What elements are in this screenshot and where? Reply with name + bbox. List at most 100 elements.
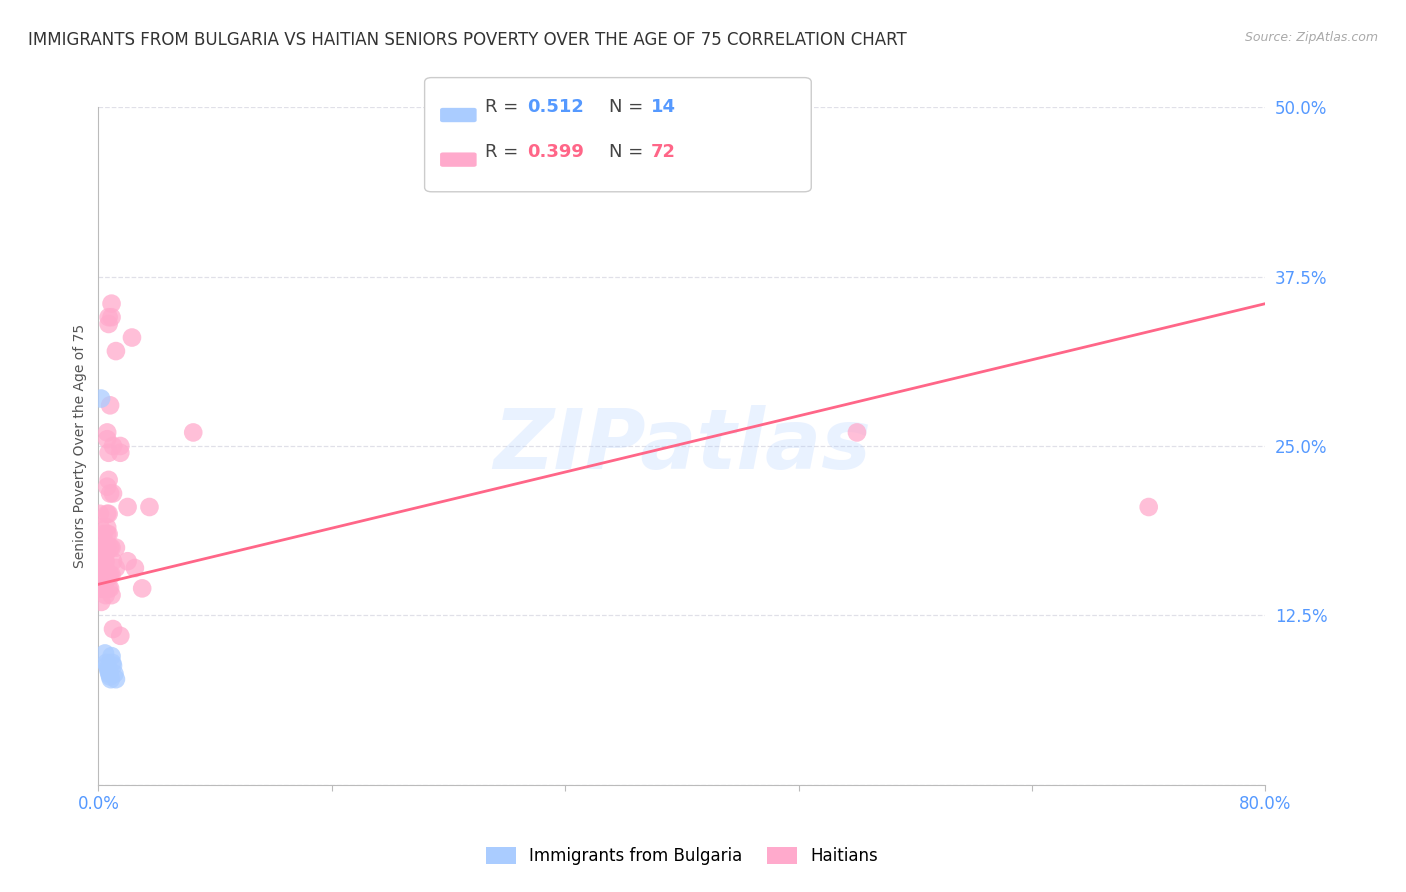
Text: 0.512: 0.512	[527, 98, 583, 116]
Point	[90, 595, 112, 609]
Point	[94, 548, 117, 562]
Point	[90, 574, 112, 589]
Text: 72: 72	[651, 143, 676, 161]
Point	[110, 629, 132, 643]
Point	[110, 439, 132, 453]
Point	[100, 310, 122, 325]
Point	[93, 554, 115, 568]
Point	[97, 582, 120, 596]
Point	[96, 527, 118, 541]
Point	[96, 520, 118, 534]
Point	[94, 647, 117, 661]
Point	[100, 296, 122, 310]
Point	[98, 486, 121, 500]
Point	[96, 432, 118, 446]
Point	[121, 330, 143, 344]
Point	[101, 486, 124, 500]
Text: ZIPatlas: ZIPatlas	[494, 406, 870, 486]
Point	[96, 541, 118, 555]
Legend: Immigrants from Bulgaria, Haitians: Immigrants from Bulgaria, Haitians	[479, 840, 884, 871]
Point	[90, 582, 112, 596]
Point	[98, 398, 121, 412]
Point	[97, 661, 120, 675]
Text: R =: R =	[485, 98, 524, 116]
Point	[104, 541, 127, 555]
Point	[96, 658, 118, 673]
Point	[89, 567, 111, 582]
Point	[97, 446, 120, 460]
Point	[93, 548, 115, 562]
Point	[91, 582, 114, 596]
Point	[110, 446, 132, 460]
Point	[90, 541, 112, 555]
Point	[90, 520, 112, 534]
Point	[94, 567, 117, 582]
Point	[93, 533, 115, 548]
Point	[97, 317, 120, 331]
Point	[97, 567, 120, 582]
Text: 14: 14	[651, 98, 676, 116]
Point	[98, 567, 121, 582]
Y-axis label: Seniors Poverty Over the Age of 75: Seniors Poverty Over the Age of 75	[73, 324, 87, 568]
Point	[91, 541, 114, 555]
Point	[101, 439, 124, 453]
Point	[94, 554, 117, 568]
Point	[124, 561, 146, 575]
Point	[94, 588, 117, 602]
Point	[100, 567, 122, 582]
Point	[101, 554, 124, 568]
Point	[138, 500, 160, 514]
Point	[181, 425, 204, 440]
Point	[104, 561, 127, 575]
Point	[103, 666, 125, 681]
Point	[97, 527, 120, 541]
Point	[97, 664, 120, 678]
Point	[97, 507, 120, 521]
Point	[117, 554, 139, 568]
Point	[98, 582, 121, 596]
Point	[96, 507, 118, 521]
Point	[94, 561, 117, 575]
Point	[100, 588, 122, 602]
Point	[100, 541, 122, 555]
Text: Source: ZipAtlas.com: Source: ZipAtlas.com	[1244, 31, 1378, 45]
Point	[89, 582, 111, 596]
Point	[94, 541, 117, 555]
Point	[91, 561, 114, 575]
Point	[91, 554, 114, 568]
Point	[93, 567, 115, 582]
Point	[131, 582, 153, 596]
Point	[93, 527, 115, 541]
Text: 0.399: 0.399	[527, 143, 583, 161]
Text: N =: N =	[609, 98, 648, 116]
Point	[96, 480, 118, 494]
Point	[94, 574, 117, 589]
Point	[93, 541, 115, 555]
Point	[846, 425, 869, 440]
Point	[104, 672, 127, 686]
Point	[96, 656, 118, 670]
Point	[117, 500, 139, 514]
Point	[97, 473, 120, 487]
Point	[90, 554, 112, 568]
Point	[91, 567, 114, 582]
Point	[90, 392, 112, 406]
Point	[100, 672, 122, 686]
Point	[96, 425, 118, 440]
Text: R =: R =	[485, 143, 524, 161]
Point	[104, 344, 127, 359]
Text: IMMIGRANTS FROM BULGARIA VS HAITIAN SENIORS POVERTY OVER THE AGE OF 75 CORRELATI: IMMIGRANTS FROM BULGARIA VS HAITIAN SENI…	[28, 31, 907, 49]
Point	[93, 561, 115, 575]
Point	[98, 541, 121, 555]
Point	[90, 567, 112, 582]
Point	[91, 574, 114, 589]
Point	[1137, 500, 1160, 514]
Point	[98, 669, 121, 683]
Point	[89, 507, 111, 521]
Point	[101, 622, 124, 636]
Point	[97, 310, 120, 325]
Text: N =: N =	[609, 143, 648, 161]
Point	[98, 666, 121, 681]
Point	[101, 658, 124, 673]
Point	[101, 656, 124, 670]
